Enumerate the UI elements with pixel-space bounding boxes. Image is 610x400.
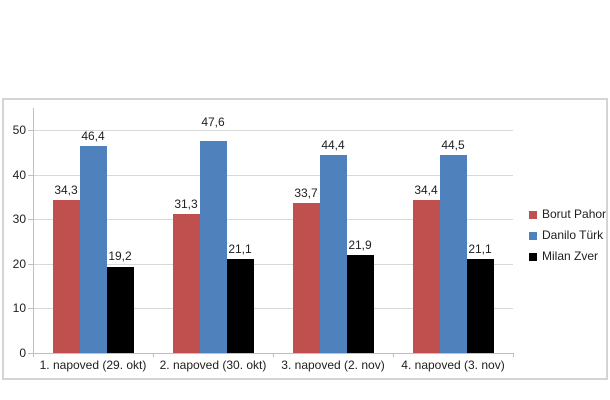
x-axis-category-label: 1. napoved (29. okt) — [39, 358, 147, 372]
x-axis-category-label: 4. napoved (3. nov) — [401, 358, 505, 372]
bar-value-label: 21,1 — [228, 242, 252, 257]
plot-area: 34,3 31,3 33,7 34,4 46,4 47,6 44,4 44,5 19,2 21,1… — [33, 108, 513, 353]
bar-series2-cat1 — [79, 146, 107, 353]
legend-label: Danilo Türk — [542, 228, 604, 242]
y-axis-tick — [28, 130, 33, 132]
bar-value-label: 34,3 — [54, 183, 78, 198]
y-axis-tick-label: 50 — [12, 123, 26, 138]
x-axis-category-label: 3. napoved (2. nov) — [281, 358, 385, 372]
x-axis-category-label: 2. napoved (30. okt) — [159, 358, 267, 372]
bar-series2-cat3 — [319, 155, 347, 353]
bar-value-label: 44,5 — [441, 137, 465, 152]
y-axis-tick-label: 30 — [12, 212, 26, 227]
bar-series3-cat2 — [226, 259, 254, 353]
bar-series1-cat3 — [292, 202, 320, 353]
legend-label: Borut Pahor — [542, 207, 607, 221]
bar-series3-cat3 — [346, 255, 374, 353]
bar-value-label: 31,3 — [174, 196, 198, 211]
bar-series3-cat1 — [106, 267, 134, 353]
bar-value-label: 46,4 — [81, 129, 105, 144]
y-axis-tick-label: 40 — [12, 167, 26, 182]
legend-item: Danilo Türk — [529, 229, 606, 242]
x-axis-tick — [393, 353, 394, 357]
bar-chart: 34,3 31,3 33,7 34,4 46,4 47,6 44,4 44,5 19,2 21,1… — [2, 98, 608, 380]
y-axis-tick — [28, 353, 33, 354]
gridline-40 — [33, 174, 513, 176]
x-axis-tick — [153, 353, 154, 357]
legend-item: Borut Pahor — [529, 208, 606, 221]
y-axis-tick-label: 10 — [12, 301, 26, 316]
y-axis-tick — [28, 219, 33, 221]
gridline-20 — [33, 263, 513, 265]
bar-value-label: 33,7 — [294, 185, 318, 200]
legend-swatch-borut-pahor — [529, 210, 537, 219]
gridline-10 — [33, 308, 513, 310]
chart-legend: Borut Pahor Danilo Türk Milan Zver — [529, 208, 606, 271]
bar-value-label: 47,6 — [201, 115, 225, 130]
bar-value-label: 34,4 — [414, 182, 438, 197]
y-axis-line — [33, 108, 34, 354]
bar-value-label: 21,9 — [348, 238, 372, 253]
x-axis-tick — [33, 353, 34, 357]
y-axis-tick-label: 0 — [19, 346, 26, 360]
bar-series1-cat1 — [52, 200, 80, 353]
y-axis-tick-label: 20 — [12, 256, 26, 271]
gridline-50 — [33, 130, 513, 132]
y-axis-tick — [28, 263, 33, 265]
legend-swatch-danilo-t-rk — [529, 231, 537, 240]
x-axis-tick — [513, 353, 514, 357]
y-axis-tick — [28, 308, 33, 310]
bar-series1-cat2 — [172, 213, 200, 353]
bar-value-label: 19,2 — [108, 248, 132, 263]
bar-series1-cat4 — [412, 199, 440, 353]
bar-value-label: 21,1 — [468, 242, 492, 257]
legend-label: Milan Zver — [542, 249, 599, 263]
bar-series2-cat4 — [439, 154, 467, 353]
bar-series2-cat2 — [199, 140, 227, 353]
x-axis-tick — [273, 353, 274, 357]
legend-swatch-milan-zver — [529, 252, 537, 261]
y-axis-tick — [28, 174, 33, 176]
bar-series3-cat4 — [466, 259, 494, 353]
legend-item: Milan Zver — [529, 250, 606, 263]
gridline-30 — [33, 219, 513, 221]
bar-value-label: 44,4 — [321, 138, 345, 153]
